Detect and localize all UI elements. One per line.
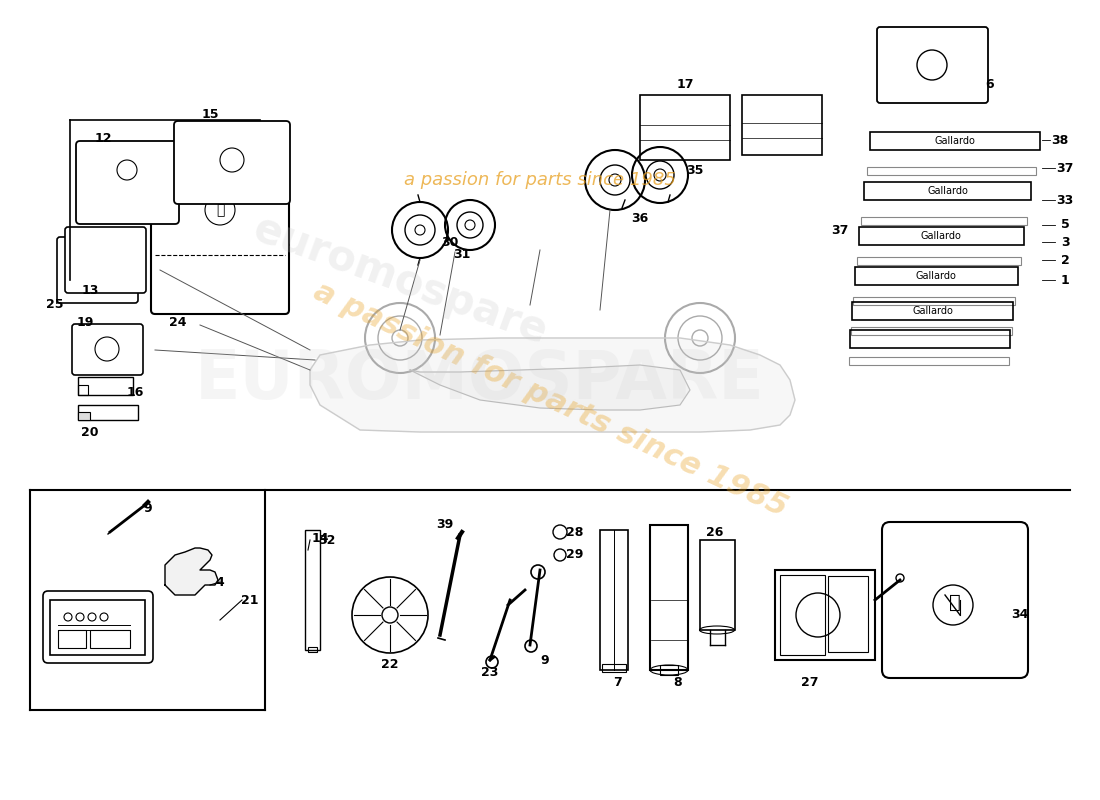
Bar	[861, 217, 1026, 225]
Text: 24: 24	[169, 315, 187, 329]
Text: 17: 17	[676, 78, 694, 91]
Bar	[742, 95, 822, 155]
FancyBboxPatch shape	[151, 196, 289, 314]
Text: 27: 27	[801, 675, 818, 689]
Text: 32: 32	[318, 534, 336, 546]
Text: 29: 29	[566, 549, 584, 562]
FancyBboxPatch shape	[76, 141, 179, 224]
Polygon shape	[310, 338, 795, 432]
Text: euromospare: euromospare	[248, 207, 553, 353]
Text: 9: 9	[144, 502, 152, 514]
Bar	[78, 385, 88, 395]
Bar	[855, 267, 1018, 285]
Text: Gallardo: Gallardo	[912, 306, 953, 316]
Polygon shape	[165, 548, 218, 595]
Polygon shape	[410, 365, 690, 410]
Text: Gallardo: Gallardo	[921, 231, 961, 241]
Text: 🔱: 🔱	[949, 593, 961, 611]
Text: Gallardo: Gallardo	[927, 186, 968, 196]
Text: 39: 39	[437, 518, 453, 531]
FancyBboxPatch shape	[877, 27, 988, 103]
Text: 25: 25	[46, 298, 64, 310]
Bar	[90, 630, 130, 648]
Bar	[870, 132, 1040, 150]
Text: 16: 16	[126, 386, 144, 398]
Text: 5: 5	[1060, 218, 1069, 231]
Text: 30: 30	[441, 235, 459, 249]
Text: 22: 22	[382, 658, 398, 671]
Text: Gallardo: Gallardo	[916, 271, 957, 281]
Text: 13: 13	[81, 283, 99, 297]
Bar	[50, 600, 145, 655]
Bar	[859, 227, 1023, 245]
Bar	[828, 576, 868, 652]
Bar	[600, 530, 628, 670]
Bar	[852, 302, 1013, 320]
Text: 28: 28	[566, 526, 584, 538]
Text: 23: 23	[482, 666, 498, 678]
Bar	[851, 327, 1012, 335]
Bar	[780, 575, 825, 655]
Bar	[308, 647, 317, 652]
Bar	[640, 95, 730, 160]
Text: 26: 26	[706, 526, 724, 538]
Bar	[867, 167, 1035, 175]
Text: 20: 20	[81, 426, 99, 438]
Text: 1: 1	[1060, 274, 1069, 286]
FancyBboxPatch shape	[72, 324, 143, 375]
Text: Gallardo: Gallardo	[935, 136, 976, 146]
Text: a passion for parts since 1985: a passion for parts since 1985	[404, 171, 675, 189]
Bar	[78, 412, 90, 420]
Text: 36: 36	[631, 211, 649, 225]
Text: 2: 2	[1060, 254, 1069, 266]
Text: 31: 31	[453, 249, 471, 262]
Text: 37: 37	[1056, 162, 1074, 174]
FancyBboxPatch shape	[57, 237, 138, 303]
Text: 3: 3	[1060, 235, 1069, 249]
FancyBboxPatch shape	[65, 227, 146, 293]
Text: 33: 33	[1056, 194, 1074, 206]
Text: 6: 6	[986, 78, 994, 91]
FancyBboxPatch shape	[174, 121, 290, 204]
Bar	[852, 297, 1014, 305]
Text: 4: 4	[216, 575, 224, 589]
Bar	[78, 377, 133, 395]
Bar	[700, 540, 735, 630]
Text: 37: 37	[832, 223, 849, 237]
Text: 35: 35	[686, 163, 704, 177]
Bar	[602, 664, 626, 672]
Text: 34: 34	[1011, 609, 1028, 622]
Bar	[850, 330, 1010, 348]
Bar	[650, 525, 688, 670]
Bar	[660, 665, 678, 675]
Bar	[857, 257, 1021, 265]
Text: 15: 15	[201, 109, 219, 122]
Text: 7: 7	[614, 675, 623, 689]
Text: EUROMOSPARE: EUROMOSPARE	[195, 347, 764, 413]
Text: 38: 38	[1052, 134, 1068, 146]
Text: 🔱: 🔱	[216, 203, 224, 217]
Bar	[305, 530, 320, 650]
Bar	[864, 182, 1031, 200]
Text: 12: 12	[95, 131, 112, 145]
Text: 9: 9	[541, 654, 549, 666]
Text: 14: 14	[311, 531, 329, 545]
Text: 21: 21	[241, 594, 258, 606]
Text: a passion for parts since 1985: a passion for parts since 1985	[308, 277, 792, 523]
Bar	[776, 570, 875, 660]
Bar	[78, 405, 138, 420]
Bar	[849, 357, 1009, 365]
Bar	[58, 630, 86, 648]
Text: 8: 8	[673, 675, 682, 689]
Text: 19: 19	[76, 315, 94, 329]
